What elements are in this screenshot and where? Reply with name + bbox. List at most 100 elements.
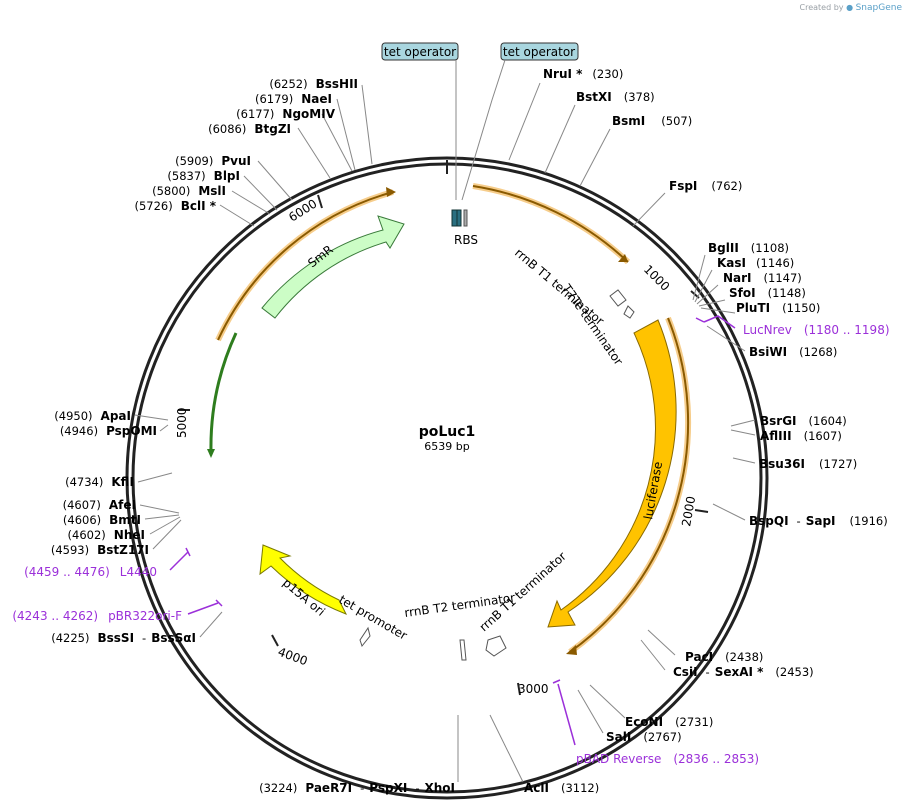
site-acli[interactable]: AclI (3112)	[524, 781, 599, 795]
site-afliii[interactable]: AflIII (1607)	[760, 429, 842, 443]
leader-bsu36i	[732, 457, 756, 464]
leader-kasi	[694, 269, 713, 303]
site-nrui[interactable]: NruI * (230)	[543, 67, 623, 81]
site-econi[interactable]: EcoNI (2731)	[625, 715, 713, 729]
site-bsrgi[interactable]: BsrGI (1604)	[760, 414, 847, 428]
primer-pbr322ori-f[interactable]: (4243 .. 4262) pBR322ori-F	[12, 609, 182, 623]
site-kasi[interactable]: KasI (1146)	[717, 256, 794, 270]
site-bsssi-bsssai[interactable]: (4225) BssSI - BssSαI	[51, 631, 196, 645]
site-bsshii[interactable]: (6252) BssHII	[269, 77, 358, 91]
leader-bsrgi	[730, 419, 756, 427]
site-pspomi[interactable]: (4946) PspOMI	[60, 424, 157, 438]
leader-pspomi	[159, 424, 169, 432]
snapgene-logo-icon: ●	[846, 3, 854, 12]
leader-bspqi	[712, 503, 746, 521]
site-bmti[interactable]: (4606) BmtI	[63, 513, 141, 527]
leader-sali	[577, 689, 604, 734]
leader-bmti	[144, 514, 180, 520]
site-pvui[interactable]: (5909) PvuI	[175, 154, 251, 168]
site-blpi[interactable]: (5837) BlpI	[167, 169, 240, 183]
site-btgzi[interactable]: (6086) BtgZI	[208, 122, 291, 136]
site-bsmi[interactable]: BsmI (507)	[612, 114, 692, 128]
site-msli[interactable]: (5800) MslI	[152, 184, 226, 198]
tet-operator-box-1[interactable]	[381, 42, 459, 61]
leader-bsshii	[361, 84, 373, 165]
lucnrev-leader	[703, 315, 736, 329]
leader-econi	[589, 684, 626, 719]
leader-nari	[696, 284, 719, 305]
site-sali[interactable]: SalI (2767)	[606, 730, 682, 744]
site-sfoi[interactable]: SfoI (1148)	[729, 286, 806, 300]
t7te-terminator-shape	[623, 305, 635, 319]
plasmid-name: poLuc1	[419, 424, 476, 440]
site-paci[interactable]: PacI (2438)	[685, 650, 763, 664]
plasmid-size: 6539 bp	[424, 440, 469, 453]
site-afei[interactable]: (4607) AfeI	[63, 498, 136, 512]
rrnb-t1-terminator-shape	[609, 289, 627, 307]
site-nari[interactable]: NarI (1147)	[723, 271, 802, 285]
tick-label-1000: 1000	[641, 262, 672, 293]
tet-operator-box-2[interactable]	[500, 42, 579, 61]
site-bstz17i[interactable]: (4593) BstZ17I	[51, 543, 149, 557]
leader-bsssi	[199, 611, 223, 638]
site-fspi[interactable]: FspI (762)	[669, 179, 742, 193]
site-csii-sexai[interactable]: CsiI - SexAI * (2453)	[673, 665, 814, 679]
leader-bstxi	[544, 104, 576, 174]
orf-arc-3	[217, 191, 394, 341]
leader-bstz17i	[152, 519, 182, 550]
rbs-label: RBS	[454, 233, 478, 247]
green-orf-arc	[209, 332, 238, 453]
brand-created-by: Created by	[799, 3, 844, 12]
luciferase-feature[interactable]	[547, 319, 677, 628]
site-pluti[interactable]: PluTI (1150)	[736, 301, 820, 315]
right-leader-lines	[457, 82, 756, 783]
leader-pvui	[257, 160, 293, 201]
primer-labels: LucNrev (1180 .. 1198) pBAD Reverse (2836 …	[12, 323, 889, 766]
tet-operator-label-1: tet operator	[384, 45, 456, 59]
pbad-reverse-marker	[552, 679, 561, 684]
smr-feature[interactable]	[261, 215, 405, 319]
leader-afei	[139, 504, 180, 514]
orf-arc-2-arrowhead	[566, 645, 577, 655]
tet-operator-leader-2	[461, 59, 506, 201]
site-nhei[interactable]: (4602) NheI	[68, 528, 145, 542]
p15a-ori-feature[interactable]	[259, 544, 348, 615]
primer-lucnrev[interactable]: LucNrev (1180 .. 1198)	[743, 323, 890, 337]
green-orf-arc-arrowhead	[207, 449, 215, 458]
tick-2000	[694, 509, 709, 513]
leader-paci	[647, 629, 676, 656]
leader-btgzi	[297, 127, 331, 179]
site-paer7i-pspxi-xhoi[interactable]: (3224) PaeR7I - PspXI - XhoI	[259, 781, 455, 795]
leader-msli	[231, 190, 271, 215]
leader-apai	[134, 414, 169, 421]
primer-pbad-reverse[interactable]: pBAD Reverse (2836 .. 2853)	[576, 752, 759, 766]
leader-blpi	[243, 175, 278, 211]
tick-label-5000: 5000	[175, 407, 189, 438]
leader-csii	[640, 639, 666, 671]
leader-bcli	[219, 204, 255, 227]
site-kfli[interactable]: (4734) KflI	[65, 475, 134, 489]
l4440-leader	[169, 551, 189, 571]
tick-label-3000: 3000	[518, 682, 549, 696]
site-apai[interactable]: (4950) ApaI	[54, 409, 131, 423]
site-bstxi[interactable]: BstXI (378)	[576, 90, 655, 104]
primer-l4440[interactable]: (4459 .. 4476) L4440	[24, 565, 157, 579]
leader-naei	[336, 98, 356, 171]
brand-app-name: SnapGene	[855, 3, 902, 13]
site-ngomiv[interactable]: (6177) NgoMIV	[236, 107, 336, 121]
pbad-reverse-leader	[557, 683, 576, 746]
site-naei[interactable]: (6179) NaeI	[255, 92, 332, 106]
primer-markers	[169, 315, 736, 746]
tick-4000	[271, 634, 279, 647]
tick-label-4000: 4000	[276, 645, 309, 669]
site-bspqi-sapi[interactable]: BspQI - SapI (1916)	[749, 514, 888, 528]
site-bsu36i[interactable]: Bsu36I (1727)	[759, 457, 857, 471]
leader-fspi	[632, 192, 666, 227]
pbr322ori-f-marker	[215, 599, 223, 607]
site-bcli[interactable]: (5726) BclI *	[134, 199, 216, 213]
site-bsiwi[interactable]: BsiWI (1268)	[749, 345, 837, 359]
leader-afliii	[730, 429, 756, 436]
orf-arc-2	[569, 317, 690, 653]
site-bglii[interactable]: BglII (1108)	[708, 241, 789, 255]
rrnb-t2-terminator-shape	[459, 639, 467, 661]
